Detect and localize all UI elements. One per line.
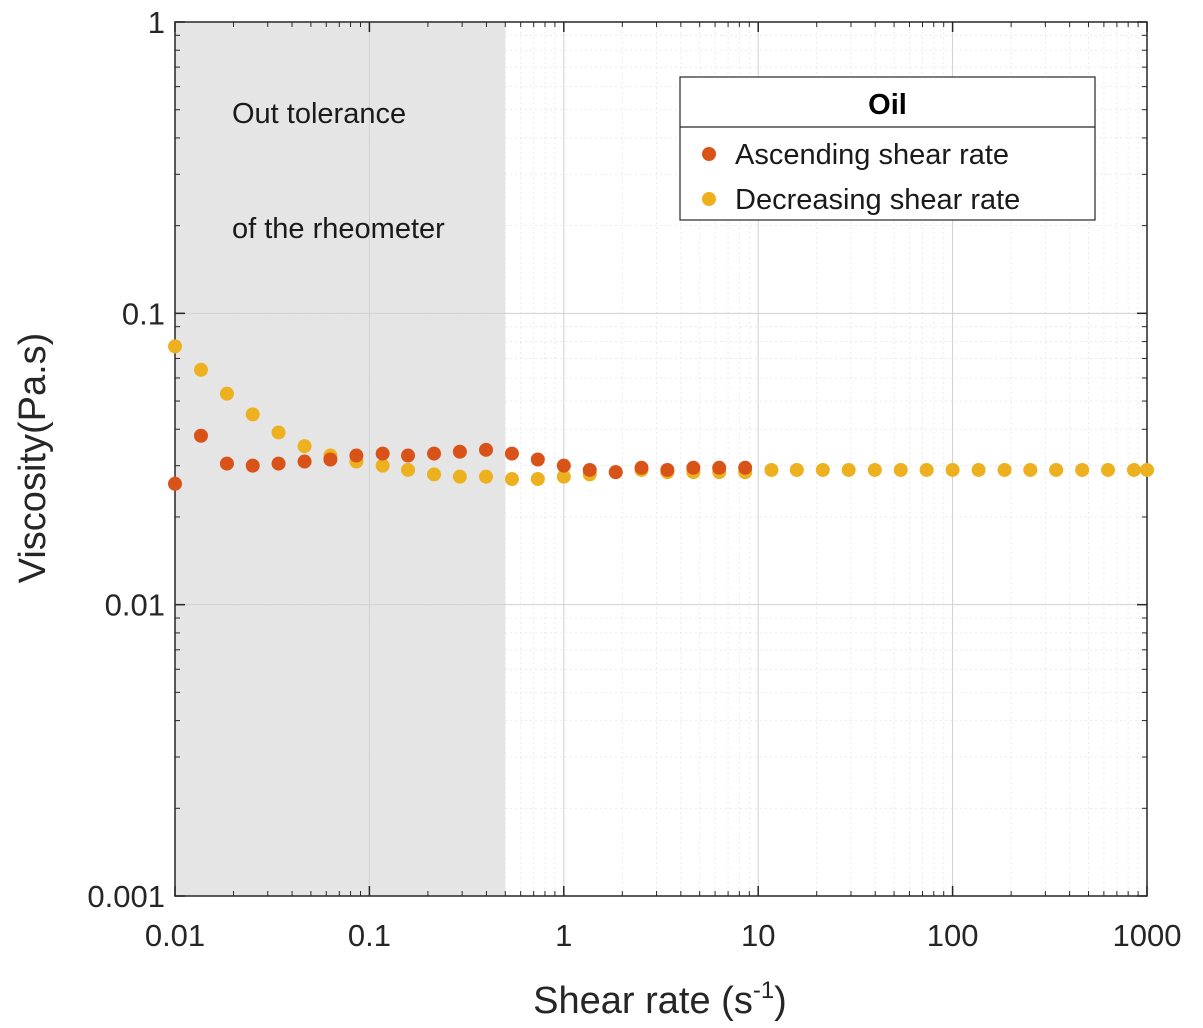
data-point — [1100, 462, 1115, 477]
x-axis-title-main: Shear rate (s — [533, 980, 753, 1022]
data-point — [427, 467, 442, 482]
data-point — [1023, 462, 1038, 477]
data-point — [349, 448, 364, 463]
series-decreasing — [168, 339, 1154, 486]
data-point — [193, 428, 208, 443]
data-point — [815, 462, 830, 477]
data-point — [219, 456, 234, 471]
legend-box — [679, 76, 1096, 221]
x-tick-label: 100 — [927, 918, 979, 953]
data-point — [634, 460, 649, 475]
data-point — [271, 456, 286, 471]
data-point — [712, 460, 727, 475]
plot-frame — [174, 21, 1148, 897]
data-point — [789, 462, 804, 477]
data-point — [479, 469, 494, 484]
data-point — [893, 462, 908, 477]
data-point — [504, 446, 519, 461]
x-tick-label: 10 — [741, 918, 775, 953]
annotation-layer: Out tolerance of the rheometer — [232, 98, 445, 245]
data-point — [764, 462, 779, 477]
tick-layer: 0.01 0.1 1 10 100 1000 0.001 0.01 0.1 1 — [87, 5, 1181, 953]
x-tick-label: 0.1 — [348, 918, 391, 953]
data-point — [323, 452, 338, 467]
legend-marker — [702, 192, 716, 206]
data-point — [1140, 462, 1154, 477]
legend-label: Ascending shear rate — [735, 139, 1009, 171]
data-point — [504, 471, 519, 486]
data-point — [971, 462, 986, 477]
data-point — [193, 362, 208, 377]
x-axis-title-suffix: ) — [774, 980, 787, 1022]
data-point — [401, 448, 416, 463]
x-tick-label: 1000 — [1113, 918, 1182, 953]
data-point — [168, 339, 182, 354]
legend-marker — [702, 147, 716, 161]
data-point — [427, 446, 442, 461]
data-point — [530, 471, 545, 486]
data-point — [271, 425, 286, 440]
shaded-region-label: of the rheometer — [232, 213, 445, 245]
data-point — [401, 462, 416, 477]
data-point — [582, 462, 597, 477]
data-point — [1075, 462, 1090, 477]
legend-label: Decreasing shear rate — [735, 184, 1020, 216]
data-point — [375, 446, 390, 461]
data-point — [297, 439, 312, 454]
data-point — [841, 462, 856, 477]
legend-title: Oil — [868, 89, 907, 121]
shaded-region-label: Out tolerance — [232, 98, 406, 130]
data-point — [1126, 462, 1141, 477]
data-point — [245, 407, 260, 422]
data-point — [452, 444, 467, 459]
data-point — [556, 469, 571, 484]
data-point — [452, 469, 467, 484]
data-point — [660, 462, 675, 477]
x-axis-title: Shear rate (s-1) — [533, 977, 787, 1022]
data-point — [479, 442, 494, 457]
data-point — [1049, 462, 1064, 477]
y-tick-label: 0.001 — [87, 879, 165, 914]
series-layer — [168, 339, 1154, 491]
data-point — [997, 462, 1012, 477]
data-point — [867, 462, 882, 477]
y-tick-label: 1 — [148, 5, 165, 40]
data-point — [738, 460, 753, 475]
data-point — [168, 476, 182, 491]
data-point — [297, 454, 312, 469]
y-tick-label: 0.1 — [122, 296, 165, 331]
y-tick-label: 0.01 — [105, 588, 165, 623]
x-axis-title-superscript: -1 — [753, 977, 774, 1004]
data-point — [375, 458, 390, 473]
data-point — [556, 458, 571, 473]
data-point — [608, 465, 623, 480]
y-axis-title: Viscosity(Pa.s) — [12, 333, 54, 584]
data-point — [219, 386, 234, 401]
data-point — [530, 452, 545, 467]
data-point — [686, 460, 701, 475]
series-ascending — [168, 428, 753, 491]
data-point — [245, 458, 260, 473]
data-point — [945, 462, 960, 477]
x-tick-label: 0.01 — [145, 918, 205, 953]
legend: Oil Ascending shear rate Decreasing shear … — [679, 76, 1096, 221]
data-point — [919, 462, 934, 477]
x-tick-label: 1 — [555, 918, 572, 953]
